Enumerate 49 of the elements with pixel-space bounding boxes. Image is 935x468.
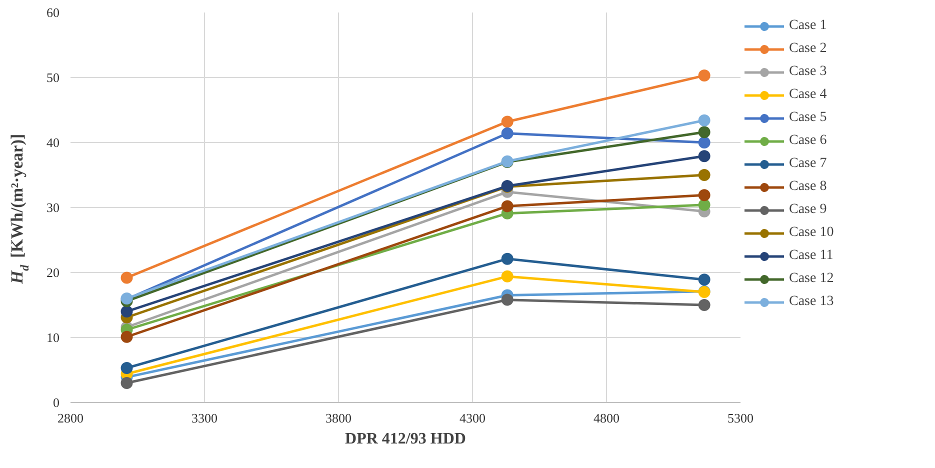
y-tick-label: 10 — [46, 330, 60, 345]
point — [698, 136, 710, 148]
legend-label: Case 8 — [789, 178, 827, 196]
y-tick-label: 0 — [53, 395, 60, 410]
point — [120, 330, 133, 343]
point — [501, 127, 514, 140]
legend-label: Case 11 — [789, 247, 834, 265]
point — [698, 126, 710, 138]
point — [501, 252, 514, 265]
x-tick-label: 4800 — [594, 410, 620, 426]
legend-label: Case 13 — [789, 293, 834, 311]
point — [698, 114, 710, 126]
legend-label: Case 3 — [789, 63, 827, 81]
x-tick-label: 5300 — [728, 410, 754, 426]
point — [120, 306, 133, 318]
point — [698, 299, 710, 311]
point — [501, 270, 514, 282]
legend-label: Case 5 — [789, 109, 827, 127]
y-tick-label: 60 — [46, 5, 60, 20]
legend-label: Case 4 — [789, 86, 827, 104]
point — [698, 274, 710, 286]
legend-label: Case 10 — [789, 224, 834, 242]
point — [501, 294, 514, 306]
legend-label: Case 7 — [789, 155, 827, 173]
point — [698, 169, 710, 181]
point — [698, 198, 710, 211]
point — [120, 272, 133, 284]
y-tick-label: 30 — [46, 200, 60, 215]
point — [698, 70, 710, 82]
point — [120, 362, 133, 374]
y-tick-label: 40 — [46, 135, 60, 150]
point — [501, 200, 514, 212]
legend-label: Case 6 — [789, 132, 827, 150]
x-tick-label: 4300 — [460, 410, 486, 426]
point — [698, 189, 710, 202]
legend-label: Case 1 — [789, 17, 827, 35]
x-tick-label: 3800 — [326, 410, 352, 426]
y-tick-label: 50 — [46, 70, 60, 85]
y-axis-title: Hd [KWh/(m²·year)] — [8, 134, 32, 285]
x-tick-label: 3300 — [192, 410, 218, 426]
legend-label: Case 2 — [789, 40, 827, 58]
point — [698, 150, 710, 162]
point — [120, 377, 133, 389]
legend-label: Case 9 — [789, 201, 827, 219]
legend-label: Case 12 — [789, 270, 834, 288]
x-axis-title: DPR 412/93 HDD — [345, 430, 466, 448]
y-tick-label: 20 — [46, 265, 60, 280]
x-tick-label: 2800 — [58, 410, 84, 426]
point — [501, 116, 514, 128]
